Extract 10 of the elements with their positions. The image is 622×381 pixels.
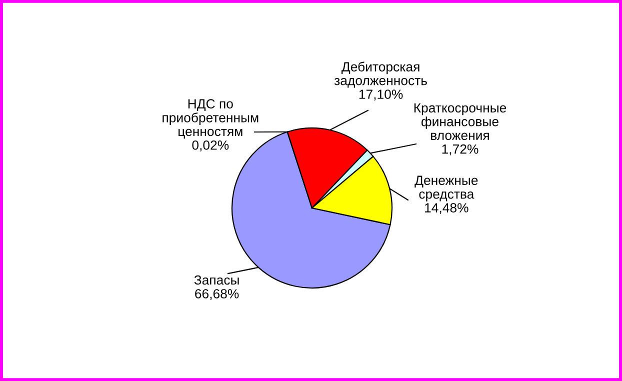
slice-label: Краткосрочные финансовые вложения [414,103,506,140]
data-label: 0,02% [192,140,229,152]
slice-label: Дебиторская задолженность [334,62,427,88]
data-label: 1,72% [442,144,478,156]
slice-label: Запасы [194,275,239,285]
data-label: 14,48% [425,203,468,214]
data-label: 17,10% [359,90,403,100]
slice-label: Денежные средства [414,176,478,202]
data-label: 66,68% [195,289,239,300]
slice-label: НДС по приобретенным ценностям [162,99,258,139]
